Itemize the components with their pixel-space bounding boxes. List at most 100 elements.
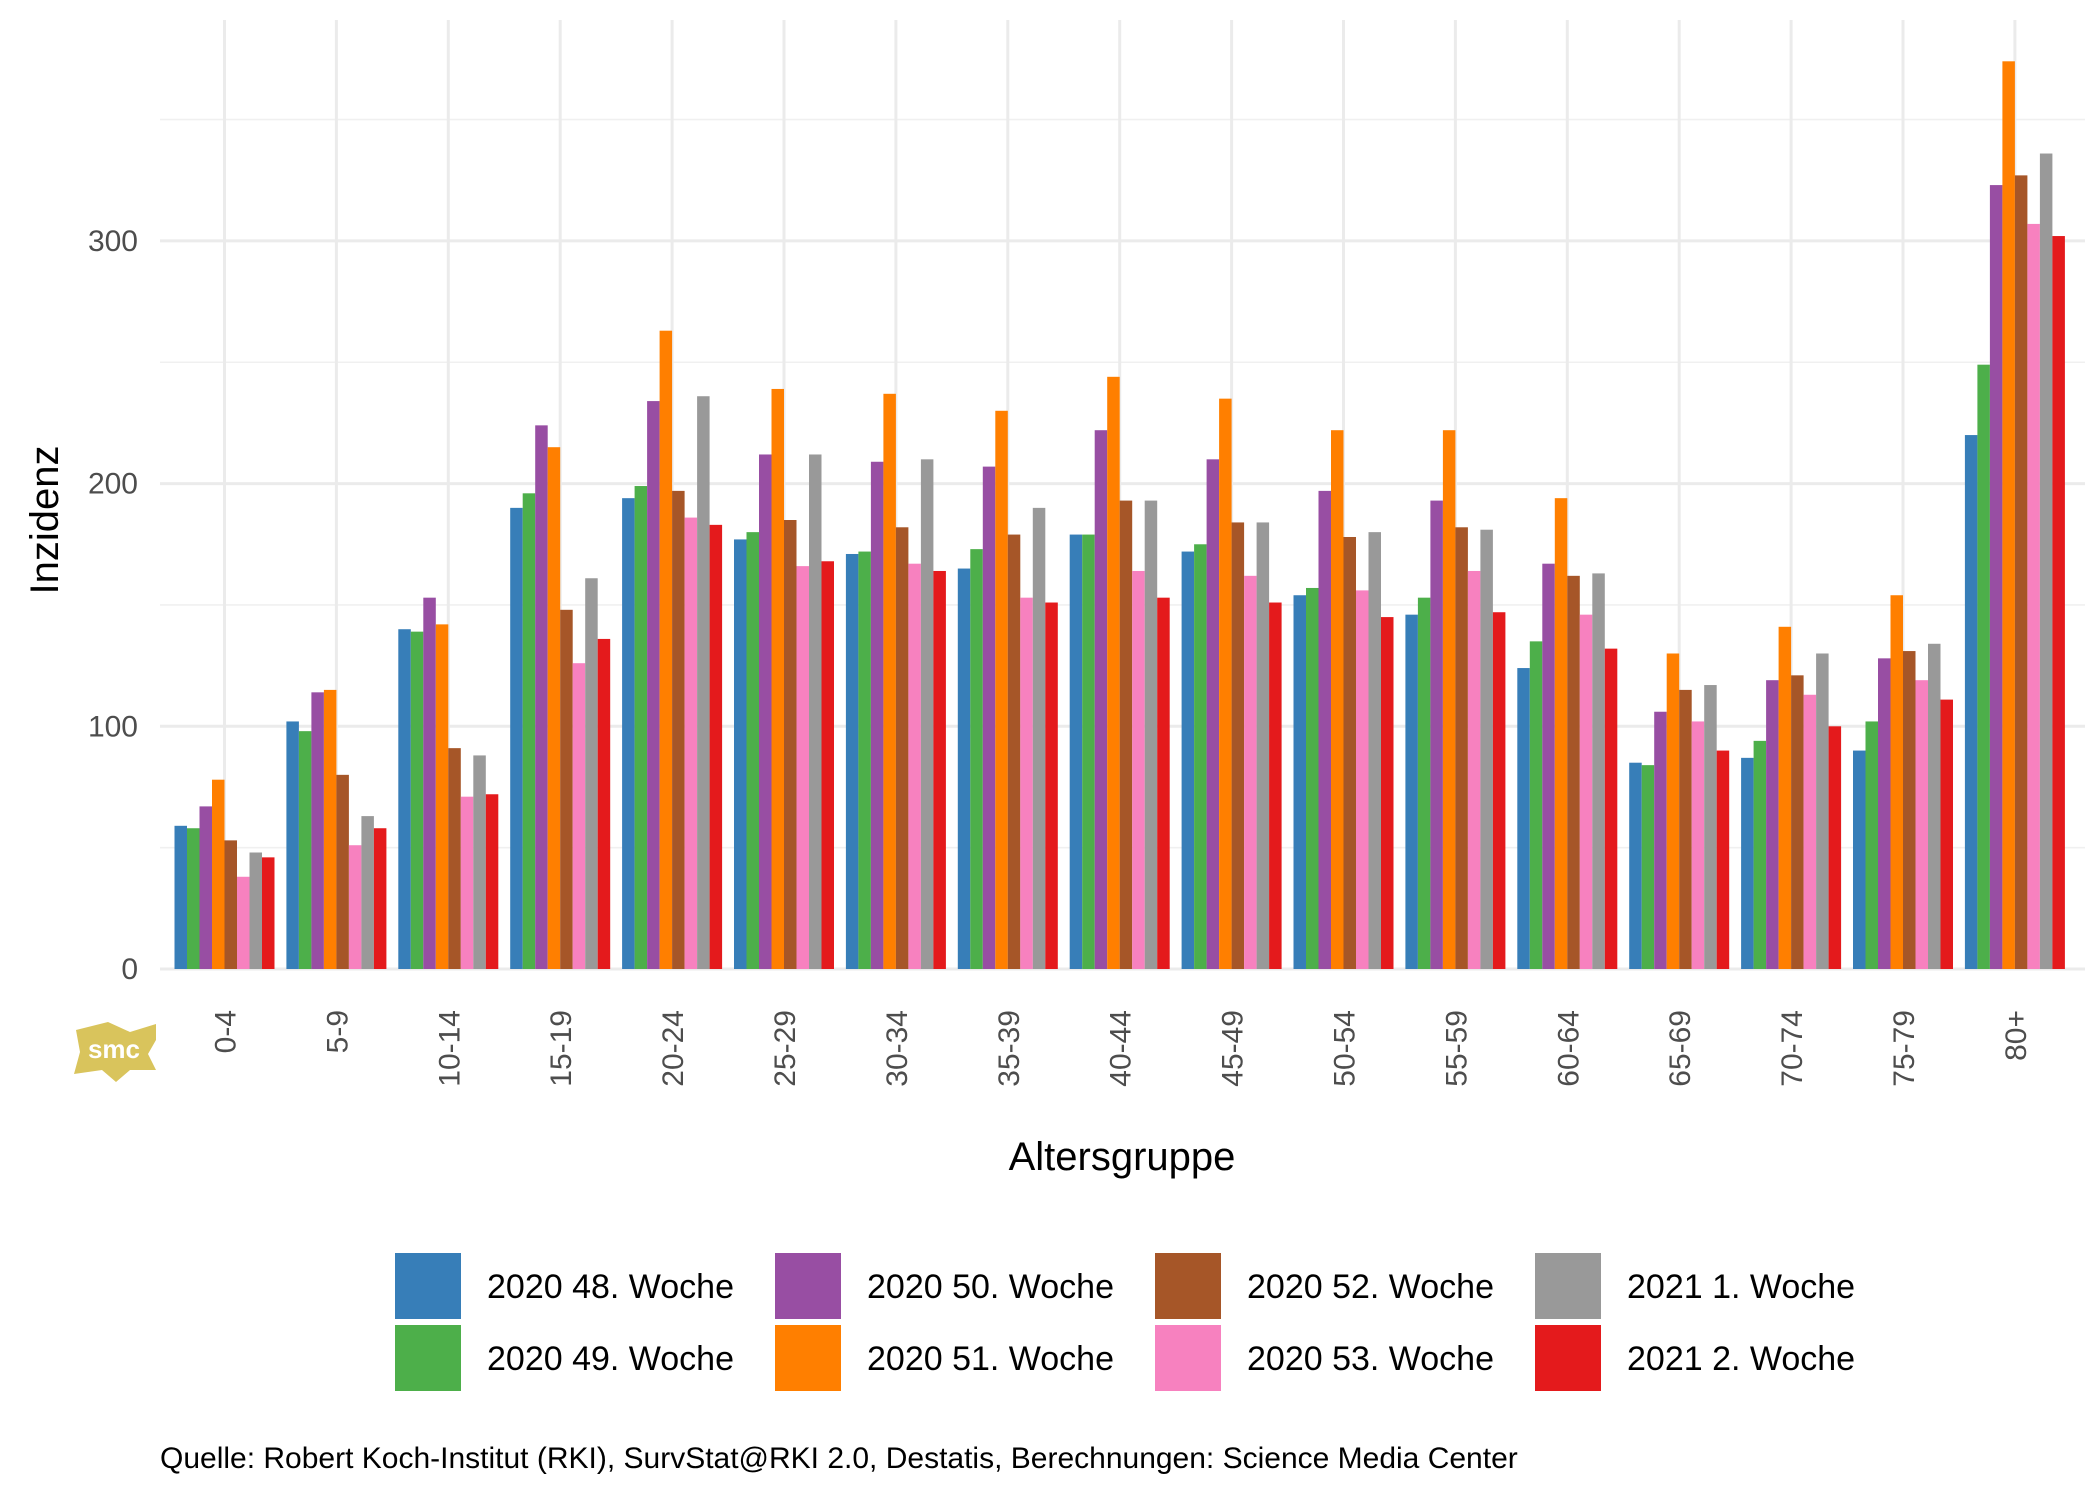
bar-80+-series-5: [2014, 175, 2028, 970]
x-tick-label: 10-14: [433, 1010, 466, 1087]
bar-80+-series-8: [2052, 236, 2065, 969]
bar-10-14-series-2: [410, 631, 424, 969]
x-tick-label: 75-79: [1888, 1010, 1921, 1087]
bar-60-64-series-2: [1529, 641, 1543, 969]
bar-80+-series-3: [1989, 185, 2003, 970]
legend: 2020 48. Woche 2020 49. Woche 2020 50. Woc…: [395, 1253, 1855, 1391]
bars: [174, 61, 2065, 970]
y-axis-title: Inzidenz: [23, 446, 67, 595]
bar-20-24-series-7: [697, 396, 710, 969]
legend-label: 2021 1. Woche: [1627, 1268, 1855, 1306]
bar-50-54-series-7: [1368, 532, 1381, 969]
bar-5-9-series-5: [336, 774, 349, 969]
bar-5-9-series-3: [311, 692, 324, 969]
bar-80+-series-6: [2027, 223, 2040, 969]
bar-20-24-series-1: [622, 498, 635, 969]
y-tick-label: 300: [88, 225, 138, 258]
bar-25-29-series-8: [821, 561, 834, 969]
bar-25-29-series-3: [759, 454, 772, 969]
bar-30-34-series-6: [908, 563, 921, 969]
bar-80+-series-2: [1977, 364, 1990, 969]
bar-45-49-series-7: [1256, 522, 1270, 969]
bar-65-69-series-8: [1716, 750, 1730, 969]
bar-5-9-series-1: [286, 721, 299, 969]
bar-55-59-series-5: [1455, 527, 1468, 969]
bar-15-19-series-6: [572, 663, 586, 969]
bar-25-29-series-1: [734, 539, 747, 969]
bar-5-9-series-8: [373, 828, 387, 969]
bar-10-14-series-3: [423, 597, 436, 969]
x-tick-label: 80+: [2000, 1010, 2033, 1061]
bar-65-69-series-7: [1704, 685, 1717, 969]
smc-logo: smc: [74, 1022, 156, 1082]
bar-40-44-series-3: [1094, 430, 1108, 969]
bar-80+-series-1: [1964, 435, 1978, 969]
bar-70-74-series-6: [1803, 694, 1817, 969]
y-tick-label: 200: [88, 468, 138, 501]
legend-swatch: [1155, 1325, 1221, 1391]
x-tick-label: 65-69: [1664, 1010, 1697, 1087]
bar-60-64-series-1: [1517, 668, 1530, 969]
x-axis-title: Altersgruppe: [1009, 1135, 1236, 1179]
bar-40-44-series-2: [1082, 534, 1095, 969]
bar-0-4-series-6: [237, 876, 250, 969]
bar-30-34-series-7: [920, 459, 934, 969]
bar-60-64-series-8: [1604, 648, 1618, 969]
bar-25-29-series-6: [796, 566, 809, 969]
y-tick-label: 100: [88, 710, 138, 743]
bar-30-34-series-4: [883, 393, 896, 969]
bar-0-4-series-7: [249, 852, 262, 969]
bar-40-44-series-8: [1157, 597, 1170, 969]
caption: Quelle: Robert Koch-Institut (RKI), Surv…: [160, 1442, 1518, 1475]
smc-logo-shape: [74, 1022, 156, 1082]
bar-35-39-series-7: [1032, 507, 1046, 969]
bar-5-9-series-2: [298, 731, 312, 969]
bar-5-9-series-4: [323, 689, 337, 969]
x-tick-label: 0-4: [210, 1010, 243, 1053]
smc-logo-text: smc: [88, 1034, 140, 1064]
bar-75-79-series-5: [1903, 651, 1916, 969]
bar-55-59-series-7: [1480, 529, 1493, 969]
bar-65-69-series-1: [1629, 762, 1642, 969]
bar-0-4-series-8: [262, 857, 275, 969]
legend-label: 2020 53. Woche: [1247, 1340, 1494, 1378]
bar-20-24-series-2: [634, 486, 648, 969]
legend-swatch: [395, 1325, 461, 1391]
bar-15-19-series-5: [560, 609, 573, 969]
bar-15-19-series-3: [535, 425, 548, 969]
bar-60-64-series-5: [1567, 575, 1580, 969]
x-tick-label: 35-39: [993, 1010, 1026, 1087]
bar-35-39-series-4: [995, 410, 1008, 969]
bar-45-49-series-3: [1206, 459, 1220, 969]
bar-45-49-series-8: [1269, 602, 1282, 969]
bar-60-64-series-3: [1542, 563, 1555, 969]
bar-15-19-series-8: [597, 638, 611, 969]
bar-80+-series-4: [2002, 61, 2015, 969]
bar-55-59-series-1: [1405, 614, 1418, 969]
legend-label: 2020 50. Woche: [867, 1268, 1114, 1306]
bar-0-4-series-2: [187, 828, 200, 969]
bar-45-49-series-1: [1181, 551, 1195, 969]
bar-15-19-series-2: [522, 493, 536, 969]
bar-15-19-series-7: [585, 578, 598, 969]
bar-40-44-series-7: [1144, 500, 1158, 969]
bar-60-64-series-4: [1554, 498, 1568, 969]
bar-50-54-series-2: [1306, 587, 1319, 969]
bar-65-69-series-3: [1654, 711, 1667, 969]
bar-10-14-series-6: [460, 796, 474, 969]
legend-swatch: [775, 1253, 841, 1319]
bar-20-24-series-4: [659, 330, 673, 970]
bar-50-54-series-5: [1343, 536, 1356, 969]
bar-30-34-series-3: [870, 461, 884, 969]
bar-30-34-series-2: [858, 551, 871, 969]
y-tick-labels: 0 100 200 300: [88, 225, 138, 986]
x-tick-label: 5-9: [321, 1010, 354, 1053]
bar-55-59-series-2: [1417, 597, 1431, 969]
bar-35-39-series-8: [1045, 602, 1058, 969]
bar-75-79-series-1: [1853, 750, 1866, 969]
bar-75-79-series-3: [1878, 658, 1891, 969]
bar-70-74-series-2: [1753, 740, 1767, 969]
bar-40-44-series-6: [1132, 570, 1145, 969]
bar-20-24-series-3: [647, 401, 660, 969]
bar-50-54-series-1: [1293, 595, 1306, 969]
